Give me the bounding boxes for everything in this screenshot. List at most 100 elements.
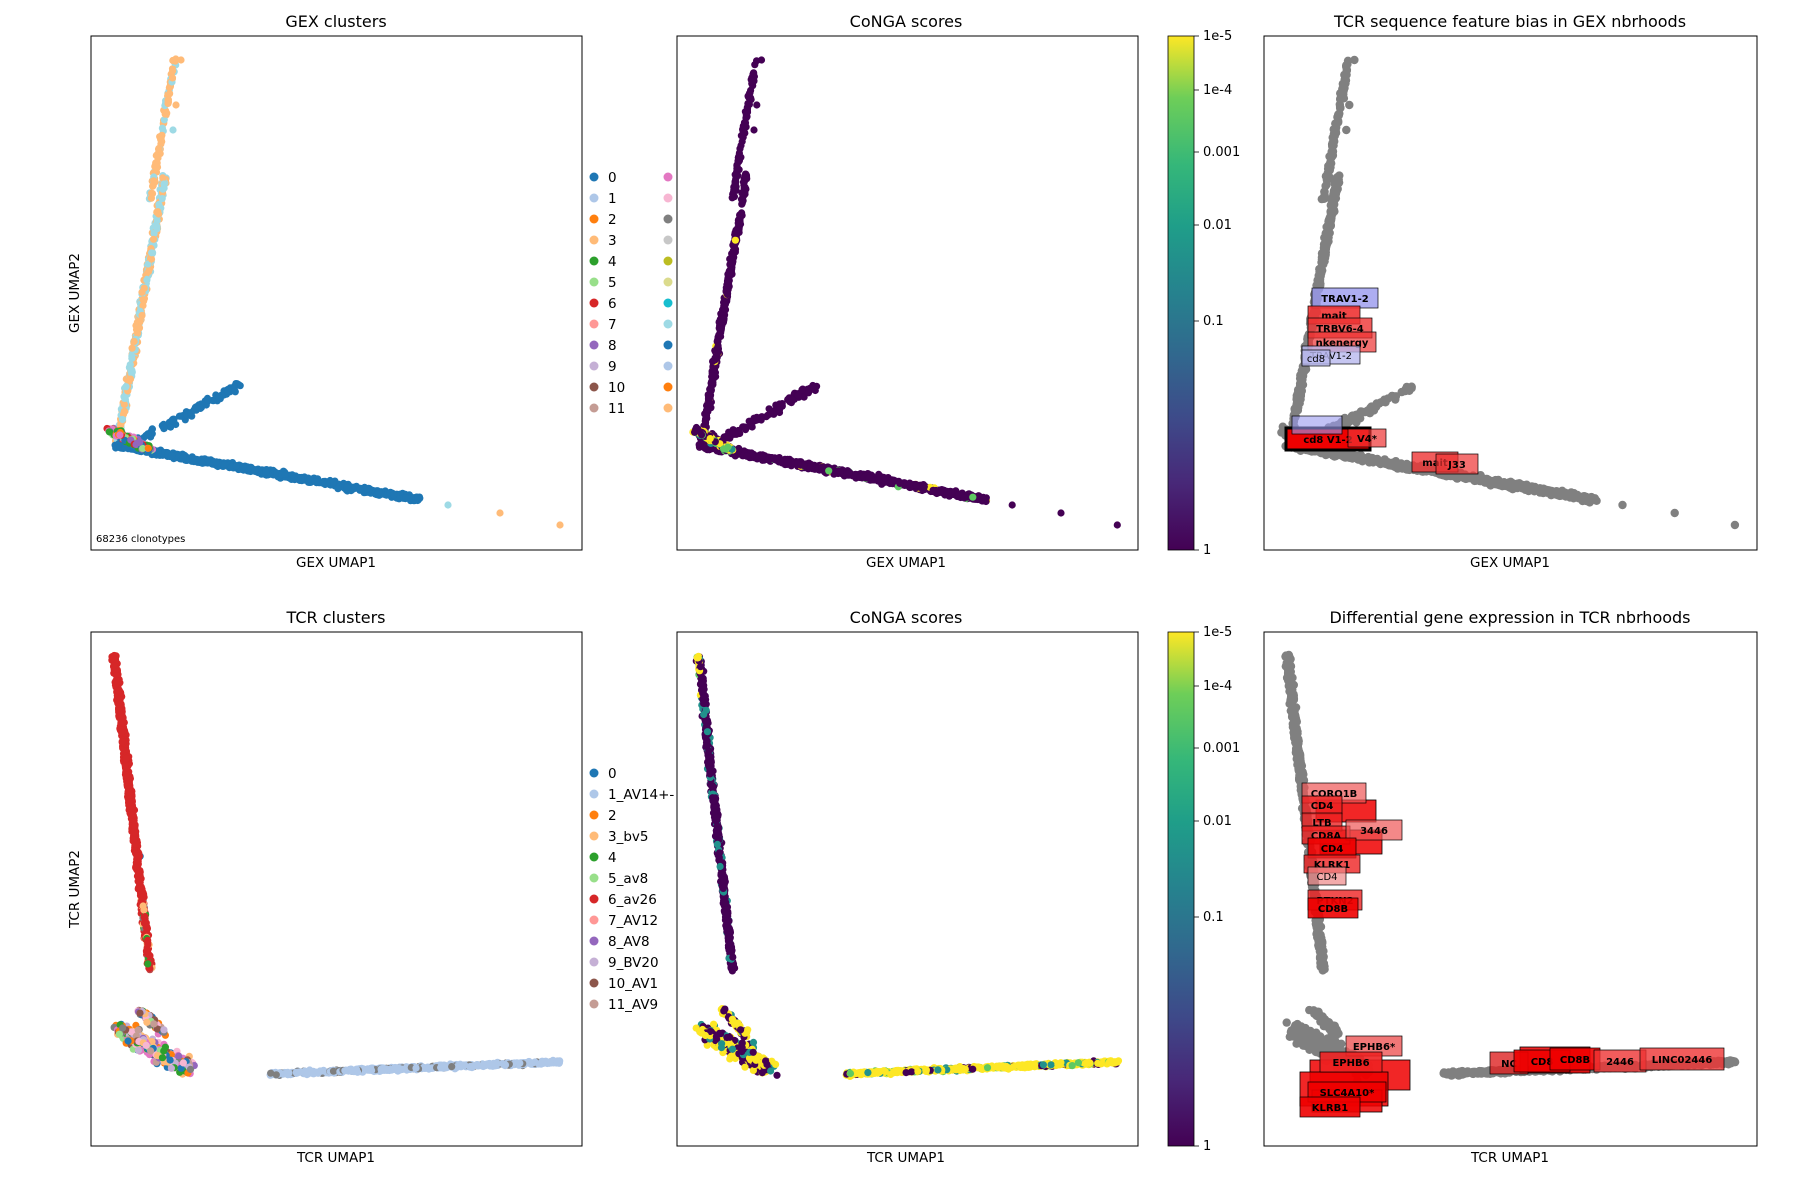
legend-marker-col2 [663,298,673,308]
score-point [745,417,753,425]
legend-marker-col2 [663,256,673,266]
panel2-colorbar [1167,35,1195,551]
cluster-point [118,415,127,424]
score-point [960,494,969,502]
score-point [753,413,761,421]
score-point [703,446,711,454]
cluster-point [153,222,161,230]
score-point [825,467,833,475]
gray-point [1320,190,1329,200]
cluster-point [311,478,319,486]
score-point [905,480,914,488]
score-point [818,463,826,471]
legend-marker-col2 [663,277,673,287]
score-point [714,342,722,350]
cluster-point [232,462,240,470]
score-point [800,462,808,470]
cluster-point [164,99,172,108]
score-point [751,61,759,69]
cluster-point [149,235,158,243]
cluster-point [390,491,398,499]
gray-point [1331,180,1340,189]
gray-point [1317,255,1327,264]
cluster-point [363,485,371,493]
gray-point [1342,66,1352,75]
score-point [723,290,732,299]
gray-point [1326,163,1335,172]
score-point [750,69,758,77]
legend-marker-col2 [663,340,673,350]
legend-label: 11 [608,401,625,417]
cluster-point [115,686,123,695]
panel3-label-boxes: TRAV1-2maitTRBV6-4nkenergyTRAV1-2cd8cd8 … [1284,287,1479,475]
legend-marker [589,172,599,182]
score-point [794,391,802,399]
gray-point [1730,520,1740,530]
gray-point [1331,190,1340,200]
gray-point [1300,366,1310,375]
cluster-point [158,124,166,132]
score-point [736,219,744,227]
cluster-point [288,471,296,479]
legend-label: 2 [608,212,617,228]
score-point [723,277,732,285]
legend-marker [589,319,599,329]
score-point [742,173,750,181]
gray-point [1321,244,1330,254]
cluster-point [120,400,128,409]
cluster-point [169,126,177,134]
score-point [730,253,738,261]
legend-marker-col2 [663,172,673,182]
score-point [920,483,928,491]
panel-gex-clusters: GEX clusters GEX UMAP1 GEX UMAP2 68236 c… [67,12,673,571]
gray-point [1340,75,1349,84]
feature-label-box [1291,415,1343,435]
gray-point [1618,500,1627,510]
gray-point [1296,384,1306,393]
cluster-point [414,493,422,502]
cluster-point [120,407,129,415]
score-point [888,477,896,485]
panel1-xlabel: GEX UMAP1 [296,555,376,571]
score-point [753,101,761,109]
score-point [845,468,854,476]
cluster-point [147,194,155,202]
panel-tcr-clusters: TCR clusters TCR UMAP1 TCR UMAP2 01_AV14… [67,608,674,1166]
cluster-point [147,255,156,263]
cluster-point [155,144,163,153]
feature-label: J33 [1447,460,1466,471]
cluster-point [166,90,174,98]
score-point [714,349,722,357]
score-point [721,301,729,309]
colorbar-tick-label: 0.01 [1203,218,1232,233]
score-point [709,357,717,365]
cluster-point [155,200,163,209]
score-point [758,453,767,461]
legend-label: 7 [608,317,617,333]
cluster-point [556,521,564,529]
cluster-point [116,431,124,439]
cluster-point [160,116,168,124]
gray-point [1552,490,1561,499]
gray-point [1670,508,1679,518]
cluster-point [251,466,259,475]
clonotype-count: 68236 clonotypes [96,534,185,545]
score-point [979,495,987,503]
cluster-point [159,174,167,182]
gray-point [1323,220,1333,230]
score-point [750,126,758,134]
score-point [783,458,791,466]
panel3-xlabel: GEX UMAP1 [1470,555,1550,571]
score-point [716,331,724,339]
gray-point [1323,175,1332,184]
legend-marker [589,214,599,224]
legend-marker [589,298,599,308]
cluster-point [215,393,223,401]
cluster-point [132,840,140,849]
score-point [706,435,714,443]
cluster-point [151,161,160,169]
panel-conga-gex: CoNGA scores GEX UMAP1 1e-51e-40.0010.01… [676,12,1240,571]
score-point [706,400,714,408]
